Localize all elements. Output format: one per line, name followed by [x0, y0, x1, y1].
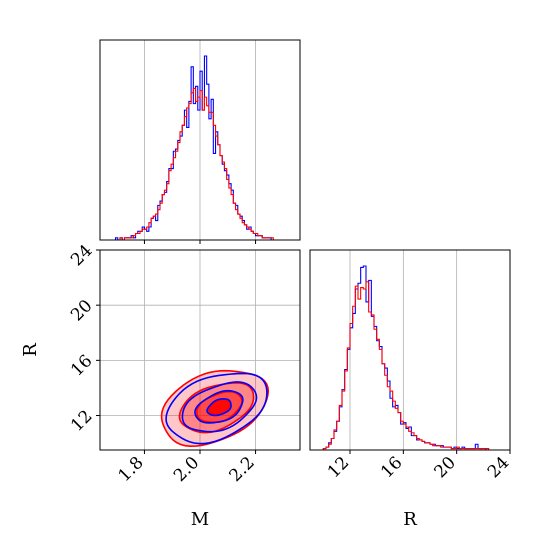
mr-contour-y-tick-label-3: 24: [67, 241, 96, 270]
mr-contour-x-tick-label-1: 2.0: [170, 453, 203, 486]
mr-contour-series: [160, 369, 270, 448]
m-histogram-frame: [99, 39, 301, 241]
mr-contour-blue-level-0: [165, 372, 268, 445]
m-histogram-series: [100, 55, 300, 241]
r-histogram-xlabel: R: [403, 509, 417, 530]
r-histogram-panel: 12 16 20 24 R: [309, 249, 513, 530]
r-histogram-series: [310, 265, 510, 451]
mr-contour-x-tick-label-2: 2.2: [226, 453, 259, 486]
mr-contour-xlabel: M: [191, 509, 209, 530]
mr-contour-blue-level-2: [194, 389, 244, 424]
mr-contour-y-tick-label-0: 12: [67, 406, 96, 435]
r-histogram-x-tick-labels: 12 16 20 24: [324, 453, 513, 482]
mr-contour-blue-level-1: [181, 381, 258, 433]
r-histogram-ticks: [349, 450, 511, 454]
m-histogram-grid: [144, 40, 256, 240]
r-histogram-frame: [309, 249, 511, 451]
r-histogram-grid: [349, 250, 511, 450]
r-histogram-x-tick-label-2: 20: [431, 453, 460, 482]
r-histogram-series-0: [310, 265, 510, 451]
r-histogram-x-tick-label-1: 16: [377, 453, 406, 482]
mr-contour-frame: [99, 249, 301, 451]
r-histogram-series-1: [310, 281, 510, 451]
mr-contour-y-tick-label-2: 20: [67, 296, 96, 325]
mr-contour-y-tick-labels: 12 16 20 24: [67, 241, 96, 436]
m-histogram-panel: [99, 39, 301, 244]
mr-contour-ticks: [96, 249, 257, 454]
mr-contour-grid: [100, 249, 300, 450]
r-histogram-x-tick-label-3: 24: [484, 453, 513, 482]
mr-contour-panel: 1.8 2.0 2.2 12 16 20 24 M R: [20, 241, 301, 530]
mr-contour-ylabel: R: [20, 343, 41, 357]
mr-contour-y-tick-label-1: 16: [67, 351, 96, 380]
r-histogram-x-tick-label-0: 12: [324, 453, 353, 482]
mr-contour-blue-level-3: [206, 398, 232, 417]
m-histogram-ticks: [143, 240, 257, 244]
mr-contour-x-tick-labels: 1.8 2.0 2.2: [114, 453, 258, 486]
mr-contour-x-tick-label-0: 1.8: [114, 453, 147, 486]
m-histogram-series-1: [100, 87, 300, 241]
